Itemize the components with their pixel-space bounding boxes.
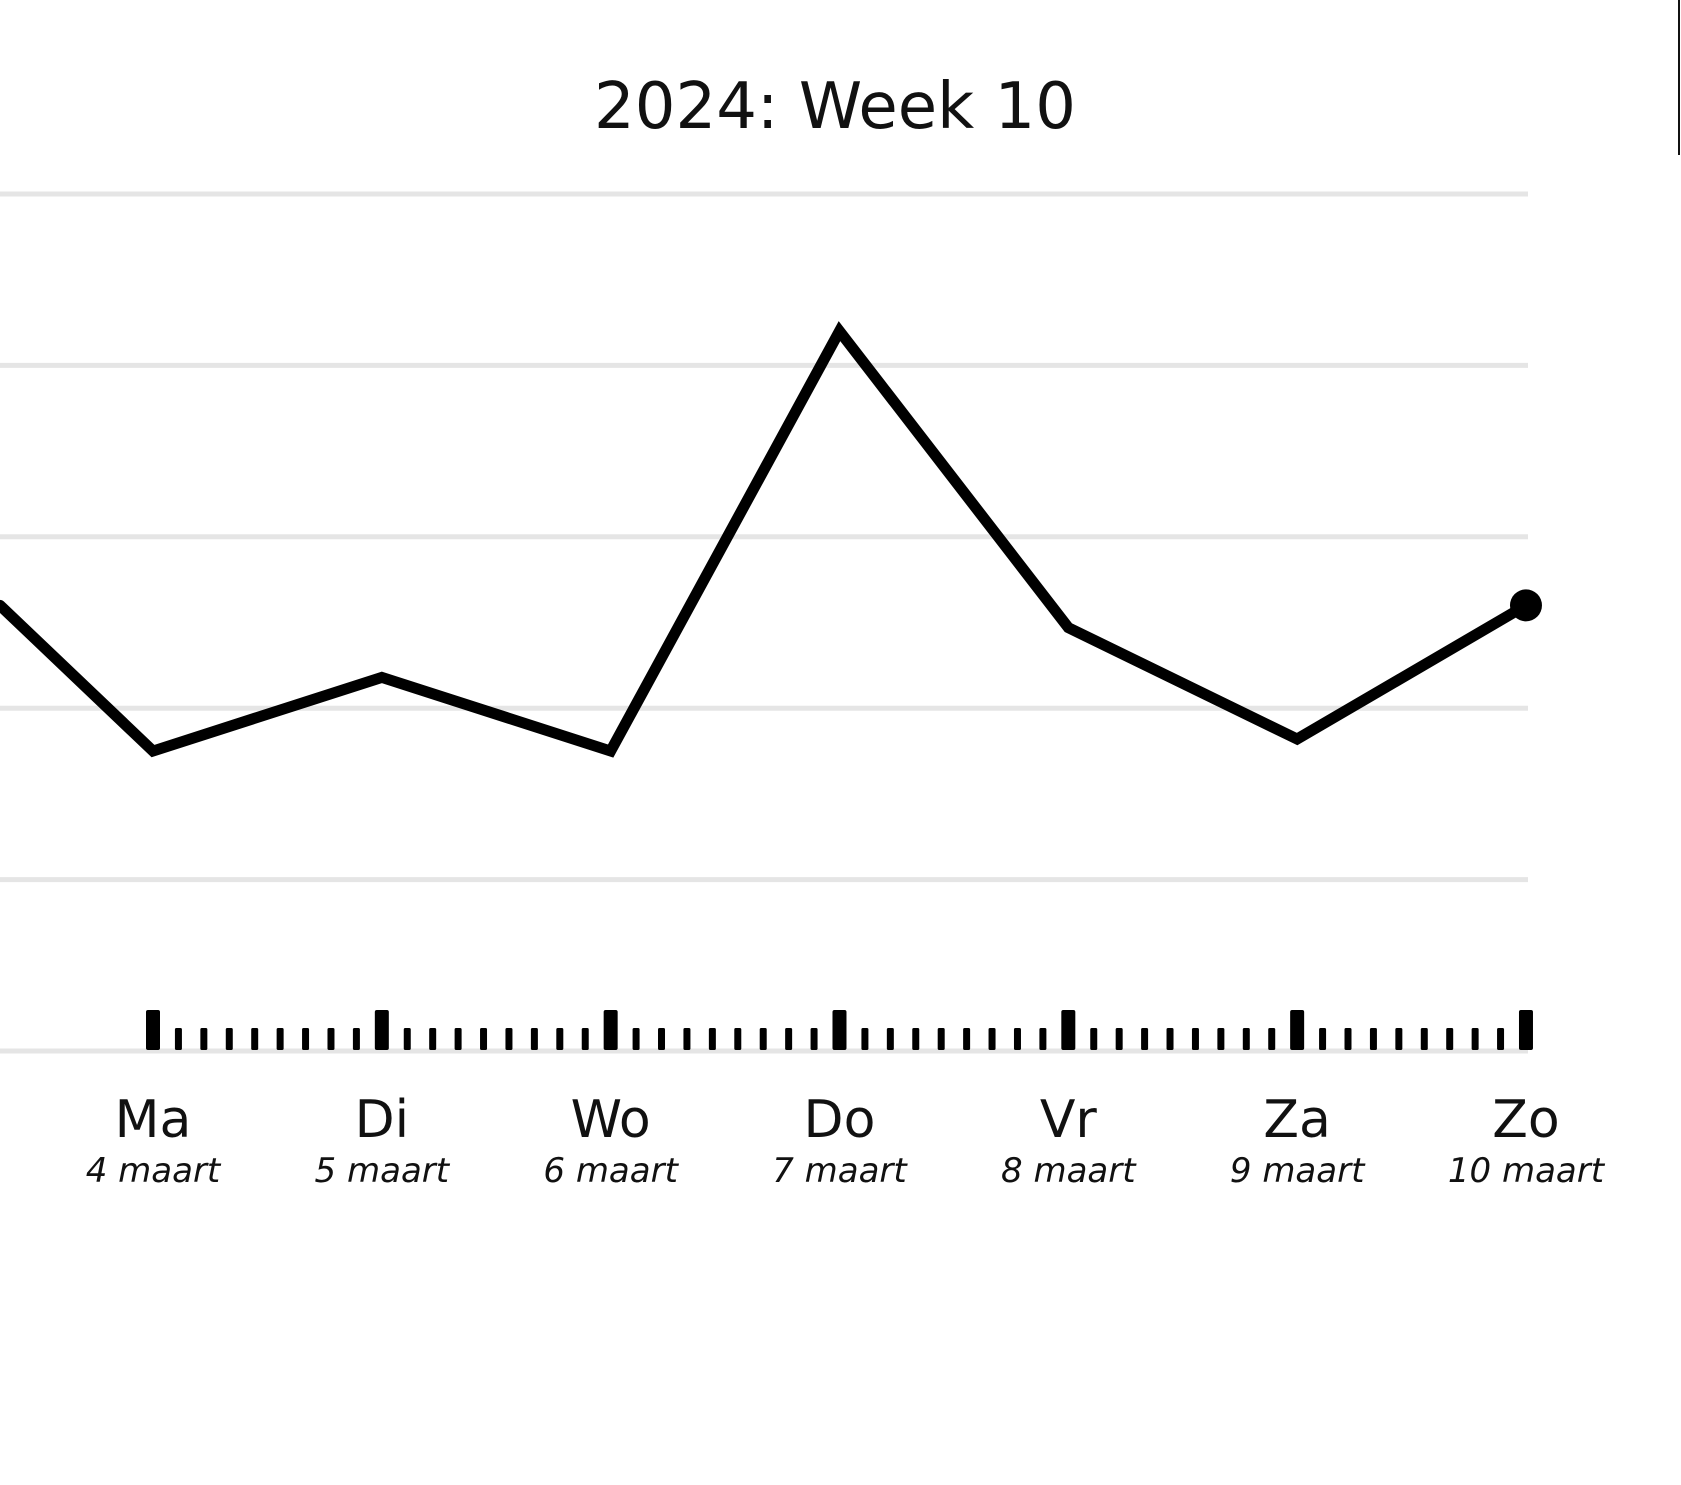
minor-tick [683,1028,691,1050]
data-point [378,674,385,681]
minor-tick [1039,1028,1047,1050]
x-tick-label-date: 10 maart [1448,1151,1606,1191]
major-tick [603,1010,618,1050]
minor-tick [429,1028,437,1050]
minor-tick [225,1028,233,1050]
data-point [150,748,156,755]
major-tick [1061,1010,1076,1050]
data-point [607,748,614,755]
x-tick-label-date: 4 maart [86,1151,222,1191]
x-tick-label-day: Zo [1492,1090,1559,1150]
minor-tick [530,1028,538,1050]
minor-tick [1217,1028,1225,1050]
data-point [1065,624,1072,631]
minor-tick [1344,1028,1352,1050]
minor-tick [1191,1028,1199,1050]
x-tick-label-day: Za [1263,1090,1331,1150]
minor-tick [886,1028,894,1050]
minor-tick [1115,1028,1123,1050]
minor-tick [988,1028,996,1050]
series-group [0,321,1542,758]
minor-tick [581,1028,589,1050]
minor-tick [1319,1028,1327,1050]
x-tick-label-day: Ma [115,1090,192,1150]
minor-tick [327,1028,335,1050]
minor-tick [276,1028,284,1050]
minor-tick [200,1028,208,1050]
minor-tick [1090,1028,1098,1050]
major-tick [146,1010,160,1050]
minor-tick [963,1028,971,1050]
major-tick [374,1010,389,1050]
x-tick-label-day: Wo [571,1090,651,1150]
minor-tick [1141,1028,1149,1050]
minor-tick [251,1028,259,1050]
minor-tick [1268,1028,1276,1050]
x-axis-ticks [146,1010,1533,1050]
major-tick [832,1010,847,1050]
x-tick-label-date: 7 maart [772,1151,908,1191]
minor-tick [1166,1028,1174,1050]
data-point [836,328,843,335]
minor-tick [505,1028,513,1050]
minor-tick [861,1028,869,1050]
minor-tick [174,1028,182,1050]
x-tick-label-date: 9 maart [1230,1151,1366,1191]
major-tick [1290,1010,1305,1050]
gridlines [0,191,1528,1054]
minor-tick [658,1028,666,1050]
minor-tick [1471,1028,1479,1050]
minor-tick [632,1028,640,1050]
minor-tick [480,1028,488,1050]
minor-tick [1395,1028,1403,1050]
minor-tick [759,1028,767,1050]
minor-tick [708,1028,716,1050]
minor-tick [302,1028,310,1050]
minor-tick [454,1028,462,1050]
x-tick-label-day: Vr [1040,1090,1098,1150]
data-point [1294,736,1301,743]
minor-tick [734,1028,742,1050]
minor-tick [785,1028,793,1050]
major-tick [1518,1010,1533,1050]
x-tick-label-date: 8 maart [1001,1151,1137,1191]
minor-tick [352,1028,360,1050]
minor-tick [1497,1028,1505,1050]
minor-tick [403,1028,411,1050]
x-tick-label-date: 5 maart [315,1151,451,1191]
minor-tick [1369,1028,1377,1050]
minor-tick [810,1028,818,1050]
minor-tick [556,1028,564,1050]
minor-tick [1013,1028,1021,1050]
minor-tick [1420,1028,1428,1050]
x-tick-label-day: Di [355,1090,410,1150]
minor-tick [1242,1028,1250,1050]
series-line [0,321,1532,758]
x-tick-label-date: 6 maart [543,1151,679,1191]
end-marker [1509,589,1542,622]
minor-tick [937,1028,945,1050]
minor-tick [912,1028,920,1050]
x-axis-labels: Ma4 maart Di5 maart Wo6 maart Do7 maart Vr8 … [86,1090,1606,1191]
minor-tick [1446,1028,1454,1050]
x-tick-label-day: Do [804,1090,876,1150]
chart-title: 2024: Week 10 [594,70,1076,144]
